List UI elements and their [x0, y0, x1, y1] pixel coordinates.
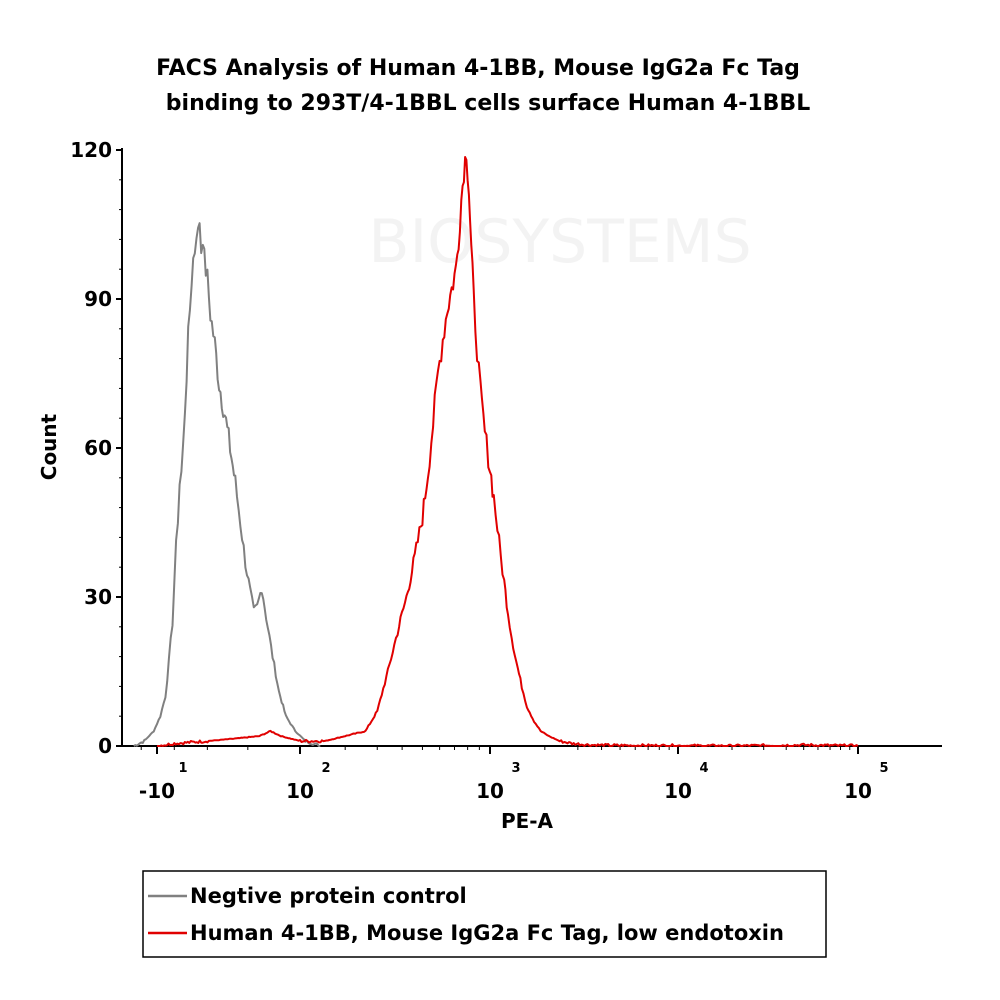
y-tick-label: 120 — [70, 138, 112, 162]
x-tick-label: 10 — [286, 779, 314, 803]
x-tick-label: 10 — [844, 779, 872, 803]
series-line-negative-control — [133, 222, 321, 747]
legend-label-human-4-1bb: Human 4-1BB, Mouse IgG2a Fc Tag, low end… — [190, 921, 784, 945]
x-axis-ticks: -101 10 2 10 3 10 4 10 5 — [139, 746, 889, 803]
legend-box — [142, 870, 827, 958]
legend: Negtive protein control Human 4-1BB, Mou… — [142, 870, 827, 958]
x-tick-exponent: 2 — [321, 761, 330, 776]
watermark-text: BIOSYSTEMS — [368, 207, 751, 277]
x-tick-label: 10 — [476, 779, 504, 803]
y-tick-label: 0 — [98, 734, 112, 758]
x-tick-label: -10 — [139, 779, 175, 803]
x-tick-exponent: 3 — [511, 761, 520, 776]
x-tick-exponent: 1 — [178, 761, 187, 776]
x-tick-exponent: 5 — [879, 761, 888, 776]
series-line-human-4-1bb — [157, 156, 859, 747]
y-axis-ticks: 0 30 60 90 120 — [70, 138, 122, 758]
y-tick-label: 90 — [84, 287, 112, 311]
x-axis-label: PE-A — [501, 809, 554, 833]
chart-title-line-1: FACS Analysis of Human 4-1BB, Mouse IgG2… — [156, 56, 800, 81]
chart-title-line-2: binding to 293T/4-1BBL cells surface Hum… — [166, 91, 810, 116]
y-tick-label: 30 — [84, 585, 112, 609]
y-tick-label: 60 — [84, 436, 112, 460]
legend-label-negative-control: Negtive protein control — [190, 884, 467, 908]
y-axis-label: Count — [37, 413, 61, 480]
series-layer — [133, 156, 859, 747]
x-tick-exponent: 4 — [699, 761, 708, 776]
x-tick-label: 10 — [664, 779, 692, 803]
